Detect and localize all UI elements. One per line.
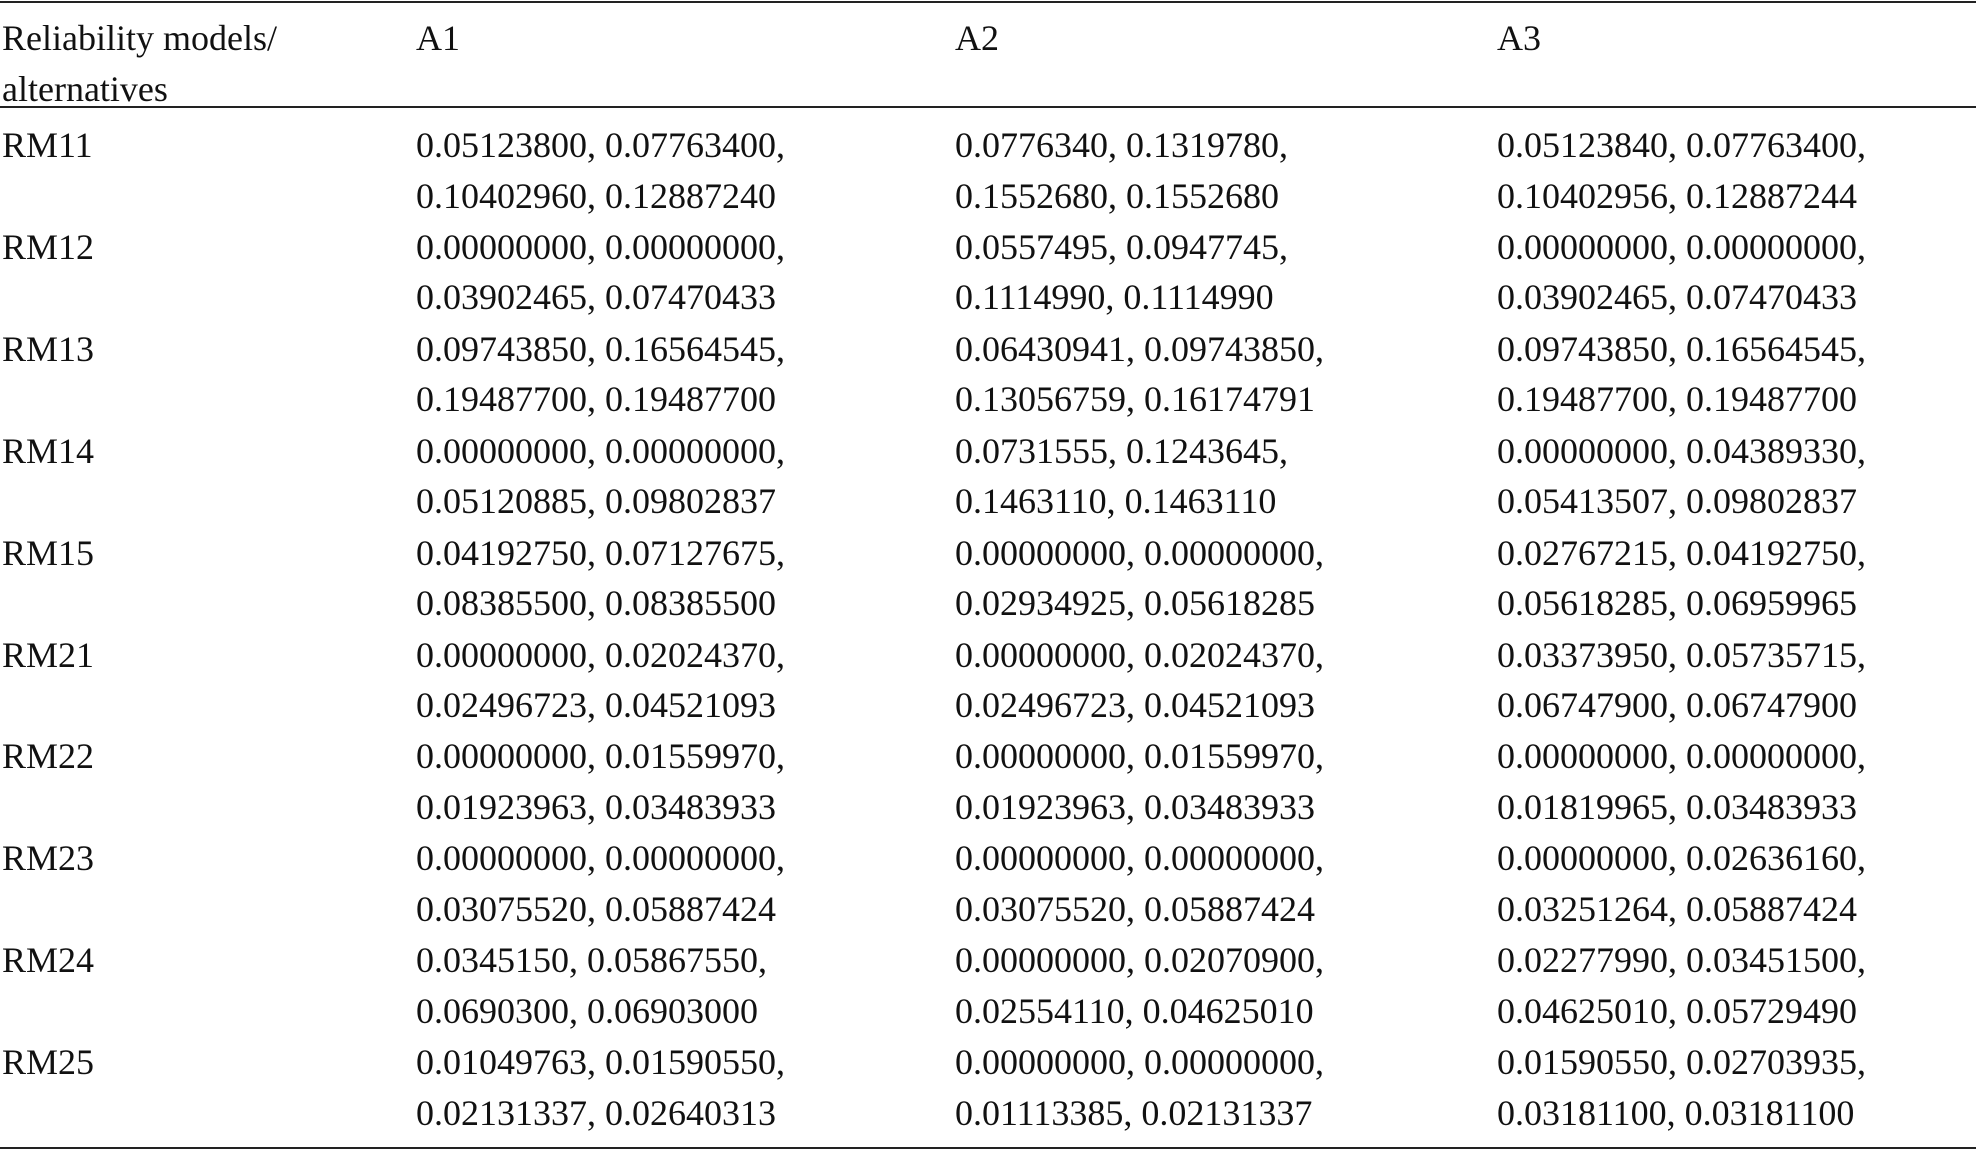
- row-label: RM14: [2, 430, 95, 471]
- cell-line: 0.03902465, 0.07470433: [1497, 277, 1857, 318]
- header-cell: A2: [955, 18, 999, 58]
- row-label: RM25: [2, 1042, 95, 1083]
- cell-line: 0.02767215, 0.04192750,: [1497, 532, 1866, 573]
- cell-line: 0.02496723, 0.04521093: [416, 685, 776, 725]
- row-label: RM12: [2, 226, 95, 267]
- cell-line: 0.02934925, 0.05618285: [955, 583, 1315, 624]
- cell-line: 0.1114990, 0.1114990: [955, 277, 1274, 318]
- row-label: RM11: [2, 125, 93, 165]
- cell-line: 0.19487700, 0.19487700: [416, 379, 776, 420]
- cell-line: 0.05120885, 0.09802837: [416, 481, 776, 522]
- bottom-rule: [0, 1147, 1976, 1149]
- header-cell: alternatives: [2, 68, 168, 109]
- cell-line: 0.00000000, 0.00000000,: [416, 226, 785, 267]
- cell-line: 0.00000000, 0.00000000,: [1497, 226, 1866, 267]
- cell-line: 0.1463110, 0.1463110: [955, 481, 1277, 522]
- cell-line: 0.0731555, 0.1243645,: [955, 430, 1288, 471]
- header-rule: [0, 106, 1976, 108]
- cell-line: 0.01049763, 0.01590550,: [416, 1042, 785, 1083]
- row-label: RM15: [2, 532, 95, 573]
- row-label: RM24: [2, 940, 95, 981]
- cell-line: 0.03251264, 0.05887424: [1497, 888, 1857, 929]
- cell-line: 0.01590550, 0.02703935,: [1497, 1042, 1866, 1083]
- cell-line: 0.05123840, 0.07763400,: [1497, 125, 1866, 165]
- cell-line: 0.03075520, 0.05887424: [955, 888, 1315, 929]
- cell-line: 0.13056759, 0.16174791: [955, 379, 1315, 420]
- cell-line: 0.04625010, 0.05729490: [1497, 990, 1857, 1031]
- header-cell: A1: [416, 18, 460, 58]
- cell-line: 0.00000000, 0.02070900,: [955, 940, 1324, 981]
- cell-line: 0.03075520, 0.05887424: [416, 888, 776, 929]
- cell-line: 0.01923963, 0.03483933: [955, 786, 1315, 827]
- cell-line: 0.03181100, 0.03181100: [1497, 1092, 1855, 1133]
- header-cell: A3: [1497, 18, 1541, 58]
- cell-line: 0.0690300, 0.06903000: [416, 990, 758, 1031]
- cell-line: 0.02554110, 0.04625010: [955, 990, 1314, 1031]
- row-label: RM22: [2, 736, 95, 777]
- cell-line: 0.00000000, 0.02024370,: [955, 634, 1324, 675]
- cell-line: 0.0557495, 0.0947745,: [955, 226, 1288, 267]
- cell-line: 0.00000000, 0.00000000,: [416, 838, 785, 879]
- cell-line: 0.00000000, 0.00000000,: [416, 430, 785, 471]
- cell-line: 0.06747900, 0.06747900: [1497, 685, 1857, 725]
- cell-line: 0.00000000, 0.01559970,: [955, 736, 1324, 777]
- cell-line: 0.00000000, 0.02636160,: [1497, 838, 1866, 879]
- cell-line: 0.01113385, 0.02131337: [955, 1092, 1313, 1133]
- cell-line: 0.02496723, 0.04521093: [955, 685, 1315, 725]
- row-label: RM21: [2, 634, 95, 675]
- cell-line: 0.03373950, 0.05735715,: [1497, 634, 1866, 675]
- cell-line: 0.0345150, 0.05867550,: [416, 940, 767, 981]
- cell-line: 0.01819965, 0.03483933: [1497, 786, 1857, 827]
- cell-line: 0.00000000, 0.01559970,: [416, 736, 785, 777]
- cell-line: 0.0776340, 0.1319780,: [955, 125, 1288, 165]
- cell-line: 0.09743850, 0.16564545,: [416, 328, 785, 369]
- cell-line: 0.05618285, 0.06959965: [1497, 583, 1857, 624]
- cell-line: 0.1552680, 0.1552680: [955, 175, 1279, 216]
- cell-line: 0.00000000, 0.00000000,: [1497, 736, 1866, 777]
- cell-line: 0.10402960, 0.12887240: [416, 175, 776, 216]
- cell-line: 0.08385500, 0.08385500: [416, 583, 776, 624]
- cell-line: 0.09743850, 0.16564545,: [1497, 328, 1866, 369]
- cell-line: 0.00000000, 0.00000000,: [955, 532, 1324, 573]
- cell-line: 0.02131337, 0.02640313: [416, 1092, 776, 1133]
- cell-line: 0.10402956, 0.12887244: [1497, 175, 1857, 216]
- cell-line: 0.01923963, 0.03483933: [416, 786, 776, 827]
- cell-line: 0.00000000, 0.04389330,: [1497, 430, 1866, 471]
- top-rule: [0, 1, 1976, 3]
- row-label: RM23: [2, 838, 95, 879]
- cell-line: 0.03902465, 0.07470433: [416, 277, 776, 318]
- row-label: RM13: [2, 328, 95, 369]
- cell-line: 0.00000000, 0.00000000,: [955, 1042, 1324, 1083]
- cell-line: 0.19487700, 0.19487700: [1497, 379, 1857, 420]
- cell-line: 0.05413507, 0.09802837: [1497, 481, 1857, 522]
- cell-line: 0.04192750, 0.07127675,: [416, 532, 785, 573]
- cell-line: 0.05123800, 0.07763400,: [416, 125, 785, 165]
- header-cell: Reliability models/: [2, 18, 277, 58]
- cell-line: 0.00000000, 0.00000000,: [955, 838, 1324, 879]
- cell-line: 0.06430941, 0.09743850,: [955, 328, 1324, 369]
- cell-line: 0.02277990, 0.03451500,: [1497, 940, 1866, 981]
- cell-line: 0.00000000, 0.02024370,: [416, 634, 785, 675]
